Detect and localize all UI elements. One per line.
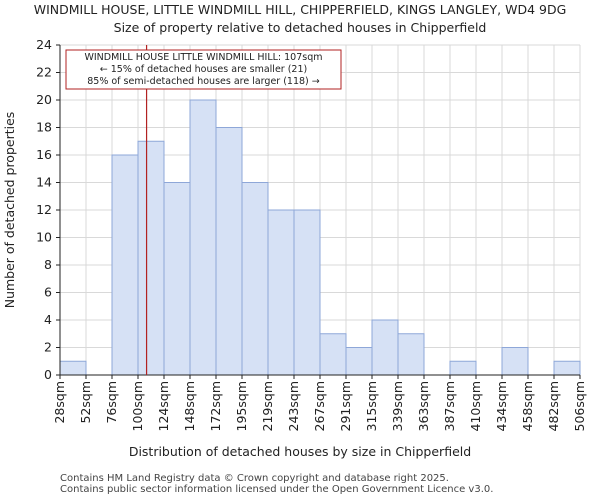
- bar: [501, 347, 529, 376]
- y-tick-label: 10: [36, 230, 52, 245]
- y-tick-label: 12: [36, 202, 52, 217]
- bar: [59, 360, 87, 376]
- annotation-line-2: ← 15% of detached houses are smaller (21…: [100, 64, 307, 75]
- y-tick-label: 0: [44, 367, 52, 382]
- x-tick-label: 506sqm: [572, 381, 587, 431]
- x-tick-label: 410sqm: [468, 381, 483, 431]
- y-tick-label: 20: [36, 92, 52, 107]
- x-tick-label: 315sqm: [364, 381, 379, 431]
- bar: [163, 182, 191, 376]
- y-tick-label: 4: [44, 312, 52, 327]
- x-tick-label: 28sqm: [52, 381, 67, 424]
- chart-subtitle: Size of property relative to detached ho…: [114, 20, 487, 35]
- x-tick-label: 195sqm: [234, 381, 249, 431]
- bar: [449, 360, 477, 376]
- x-tick-label: 172sqm: [208, 381, 223, 431]
- bar: [319, 333, 347, 376]
- x-axis-label: Distribution of detached houses by size …: [129, 444, 471, 459]
- x-tick-label: 52sqm: [78, 381, 93, 424]
- x-tick-label: 363sqm: [416, 381, 431, 431]
- bars: [59, 99, 581, 376]
- y-tick-label: 22: [36, 65, 52, 80]
- bar: [397, 333, 425, 376]
- x-tick-labels: 28sqm 52sqm 76sqm 100sqm 124sqm 148sqm 172sqm 1…: [52, 381, 587, 431]
- bar: [293, 209, 321, 376]
- x-tick-label: 243sqm: [286, 381, 301, 431]
- x-tick-label: 434sqm: [494, 381, 509, 431]
- x-tick-label: 76sqm: [104, 381, 119, 424]
- footer-line-2: Contains public sector information licen…: [60, 484, 493, 495]
- y-tick-label: 2: [44, 340, 52, 355]
- y-axis-label: Number of detached properties: [2, 112, 17, 309]
- y-tick-label: 8: [44, 257, 52, 272]
- x-tick-label: 482sqm: [546, 381, 561, 431]
- bar: [553, 360, 581, 376]
- x-tick-label: 100sqm: [130, 381, 145, 431]
- footer-line-1: Contains HM Land Registry data © Crown c…: [60, 473, 449, 484]
- y-tick-label: 16: [36, 147, 52, 162]
- chart-title: WINDMILL HOUSE, LITTLE WINDMILL HILL, CH…: [34, 2, 567, 17]
- x-tick-label: 219sqm: [260, 381, 275, 431]
- y-tick-label: 6: [44, 285, 52, 300]
- bar: [137, 140, 165, 376]
- annotation-line-1: WINDMILL HOUSE LITTLE WINDMILL HILL: 107…: [84, 52, 322, 63]
- x-tick-label: 267sqm: [312, 381, 327, 431]
- x-tick-label: 291sqm: [338, 381, 353, 431]
- bar: [111, 154, 139, 376]
- x-tick-label: 458sqm: [520, 381, 535, 431]
- y-tick-label: 24: [36, 37, 52, 52]
- bar: [345, 347, 373, 376]
- bar: [215, 127, 243, 376]
- annotation-line-3: 85% of semi-detached houses are larger (…: [87, 76, 320, 87]
- annotation-box: [65, 49, 342, 90]
- x-tick-label: 148sqm: [182, 381, 197, 431]
- bar: [371, 319, 399, 376]
- bar: [267, 209, 295, 376]
- x-tick-label: 339sqm: [390, 381, 405, 431]
- y-tick-label: 18: [36, 120, 52, 135]
- y-tick-label: 14: [36, 175, 52, 190]
- bar: [241, 182, 269, 376]
- x-tick-label: 124sqm: [156, 381, 171, 431]
- x-tick-label: 387sqm: [442, 381, 457, 431]
- bar: [189, 99, 217, 376]
